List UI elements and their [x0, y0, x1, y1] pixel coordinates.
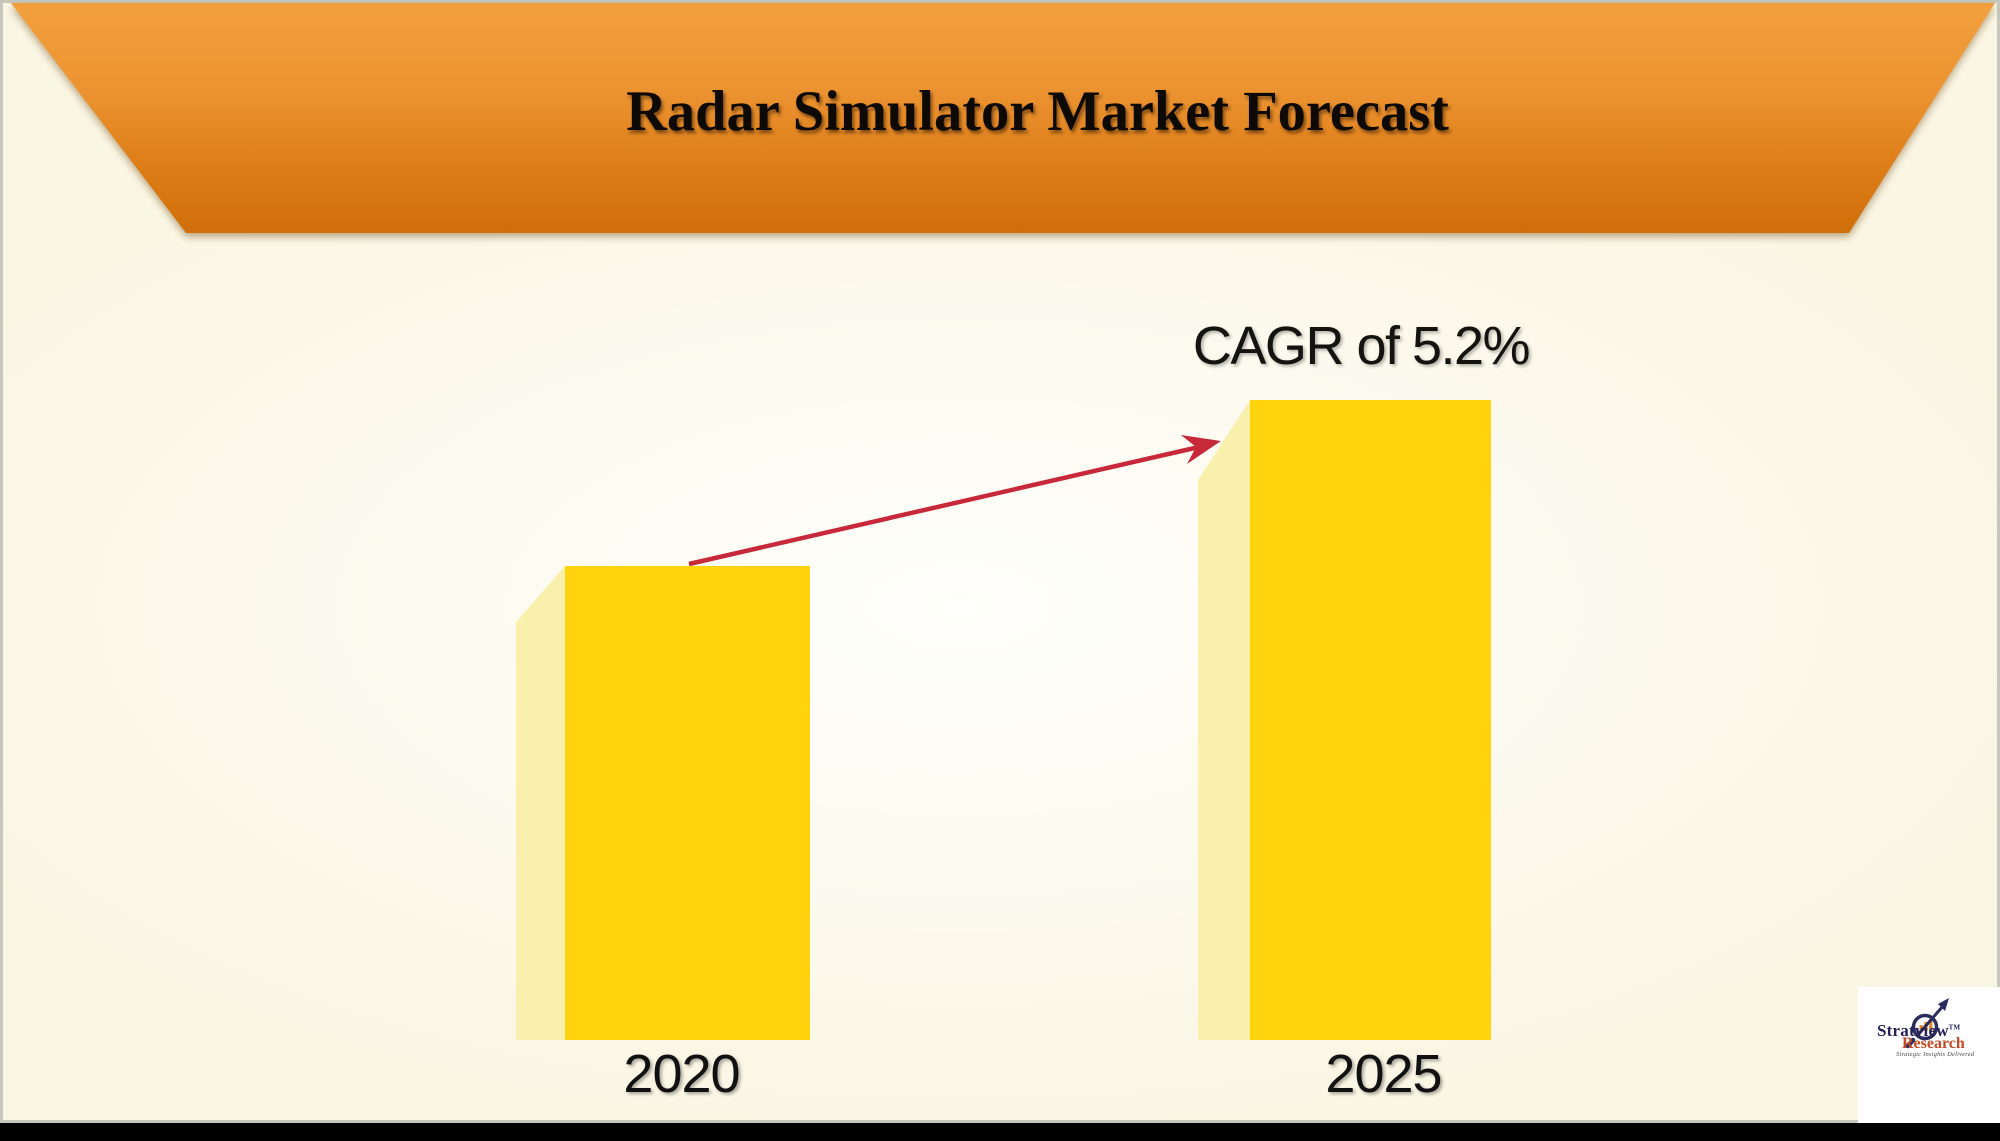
bar-2020-front-face [565, 566, 810, 1040]
logo-brand-name: Stratview [1877, 1021, 1949, 1040]
bar-chart [3, 3, 2000, 1040]
x-axis-label-2025: 2025 [1325, 1044, 1442, 1104]
bar-2020-side-face [516, 566, 565, 1040]
logo-tagline: Strategic Insights Delivered [1896, 1051, 1975, 1058]
magnifier-chart-icon [1905, 998, 1949, 1049]
x-axis-label-2020: 2020 [623, 1044, 740, 1104]
title-banner-shape: Radar Simulator Market Forecast [11, 3, 1995, 233]
logo-brand-text: StratviewTM [1877, 1021, 1960, 1041]
bottom-black-strip [0, 1123, 2000, 1141]
logo-brand-line2: Research [1902, 1035, 1965, 1052]
bar-2025 [1198, 400, 1491, 1040]
cagr-annotation: CAGR of 5.2% [1192, 316, 1531, 376]
stratview-logo: StratviewTM Research Strategic Insights … [1858, 987, 2000, 1126]
bar-2025-side-face [1198, 400, 1250, 1040]
bar-2025-front-face [1250, 400, 1491, 1040]
bar-2020 [516, 566, 810, 1040]
title-banner: Radar Simulator Market Forecast [3, 3, 1997, 239]
logo-trademark: TM [1948, 1023, 1961, 1032]
page-title: Radar Simulator Market Forecast [626, 79, 1450, 143]
